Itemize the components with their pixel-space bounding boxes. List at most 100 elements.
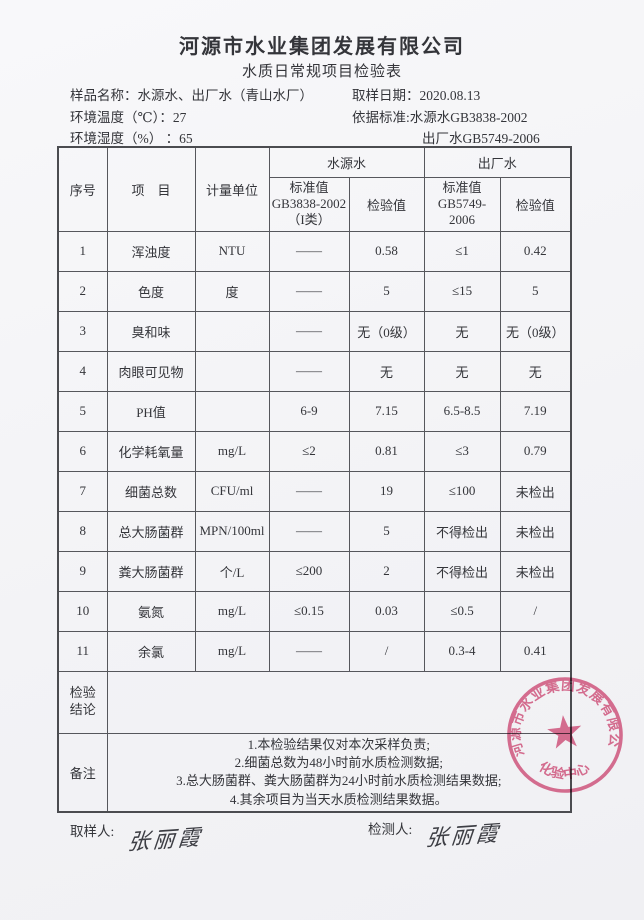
cell-seq: 8 [57,510,108,552]
cell-source-value: 7.15 [348,390,425,432]
cell-unit: mg/L [194,630,270,672]
cell-outlet-std: ≤15 [423,270,501,312]
cell-item: 余氯 [106,630,196,672]
table-row: 11 余氯 mg/L ——/0.3-4 0.41 [57,630,572,672]
cell-source-value: / [348,630,425,672]
sampler-label: 取样人: [70,824,115,839]
standard-basis-source: 依据标准:水源水GB3838-2002 [352,110,528,125]
cell-source-std: —— [268,310,350,352]
cell-unit: mg/L [194,590,270,632]
cell-outlet-std: ≤0.5 [423,590,501,632]
cell-source-std: —— [268,630,350,672]
header-row-sub: 标准值 GB3838-2002 （I类） 检验值 标准值 GB5749-2006… [58,176,572,232]
cell-outlet-value: 未检出 [499,510,572,552]
cell-unit: 度 [194,270,270,312]
cell-unit [194,350,270,392]
cell-outlet-std: ≤1 [423,230,501,272]
cell-unit: CFU/ml [194,470,270,512]
table-row: 6 化学耗氧量 mg/L ≤2 0.81 ≤3 0.79 [57,430,572,472]
col-header-seq: 序号 [57,146,108,232]
cell-source-std: —— [268,350,350,392]
cell-source-std: ≤200 [268,550,350,592]
table-row: 4 肉眼可见物 —— 无无无 [57,350,572,392]
col-group-outlet-water: 出厂水 [423,146,572,178]
cell-unit [194,310,270,352]
cell-item: 氨氮 [106,590,196,632]
cell-source-value: 无（0级） [348,310,425,352]
cell-unit [194,390,270,432]
cell-outlet-value: 0.42 [499,230,572,272]
cell-unit: MPN/100ml [194,510,270,552]
cell-outlet-std: 0.3-4 [423,630,501,672]
remarks-text: 1.本检验结果仅对本次采样负责; 2.细菌总数为48小时前水质检测数据; 3.总… [106,732,572,813]
cell-item: 化学耗氧量 [106,430,196,472]
cell-source-value: 5 [348,270,425,312]
tester-label: 检测人: [368,822,413,837]
cell-outlet-value: / [499,590,572,632]
cell-outlet-std: ≤100 [423,470,501,512]
cell-item: 肉眼可见物 [106,350,196,392]
cell-source-std: —— [268,510,350,552]
company-title: 河源市水业集团发展有限公司 [179,36,465,58]
cell-source-std: —— [268,230,350,272]
header-row-groups: 序号 项 目 计量单位 水源水 出厂水 [57,146,572,232]
cell-item: 细菌总数 [106,470,196,512]
cell-outlet-std: ≤3 [423,430,501,472]
table-row: 2 色度度 —— 5 ≤15 5 [57,270,572,312]
cell-unit: NTU [194,230,270,272]
cell-source-value: 0.03 [348,590,425,632]
cell-outlet-std: 6.5-8.5 [423,390,501,432]
standard-basis-outlet: 出厂水GB5749-2006 [422,131,540,146]
cell-seq: 1 [57,230,108,272]
cell-seq: 6 [57,430,108,472]
table-row: 8 总大肠菌群 MPN/100ml —— 5 不得检出 未检出 [57,510,572,552]
col-header-source-standard: 标准值 GB3838-2002 （I类） [268,176,350,232]
env-temperature: 环境温度（℃）：27 [70,110,187,125]
col-group-source-water: 水源水 [268,146,425,178]
cell-source-std: ≤0.15 [268,590,350,632]
cell-unit: mg/L [194,430,270,472]
cell-source-value: 5 [348,510,425,552]
sampling-date: 取样日期：2020.08.13 [352,88,481,103]
cell-seq: 2 [57,270,108,312]
cell-seq: 3 [57,310,108,352]
cell-source-std: —— [268,270,350,312]
cell-source-std: 6-9 [268,390,350,432]
sampler-signature: 张丽霞 [126,825,204,856]
cell-outlet-value: 0.41 [499,630,572,672]
conclusion-value [106,670,572,734]
cell-outlet-value: 未检出 [499,470,572,512]
cell-outlet-value: 未检出 [499,550,572,592]
cell-unit: 个/L [194,550,270,592]
cell-seq: 11 [57,630,108,672]
cell-source-value: 0.81 [348,430,425,472]
conclusion-label: 检验 结论 [57,670,108,734]
cell-outlet-std: 无 [423,350,501,392]
cell-source-std: —— [268,470,350,512]
cell-seq: 5 [57,390,108,432]
cell-outlet-std: 不得检出 [423,550,501,592]
remarks-row: 备注 1.本检验结果仅对本次采样负责; 2.细菌总数为48小时前水质检测数据; … [57,732,572,813]
cell-outlet-std: 不得检出 [423,510,501,552]
report-title: 水质日常规项目检验表 [241,64,402,80]
col-header-item: 项 目 [106,146,196,232]
cell-item: 臭和味 [106,310,196,352]
table-row: 7 细菌总数 CFU/ml —— 19 ≤100 未检出 [57,470,572,512]
col-header-outlet-standard: 标准值 GB5749-2006 [423,176,501,232]
table-row: 1 浑浊度 NTU —— 0.58 ≤1 0.42 [57,230,572,272]
col-header-source-value: 检验值 [348,176,425,232]
sample-name: 样品名称：水源水、出厂水（青山水厂） [70,88,313,103]
col-header-unit: 计量单位 [194,146,270,232]
table-row: 10 氨氮 mg/L ≤0.15 0.03 ≤0.5/ [57,590,572,632]
table-row: 3 臭和味 —— 无（0级）无无（0级） [57,310,572,352]
cell-source-value: 0.58 [348,230,425,272]
cell-source-value: 无 [348,350,425,392]
cell-outlet-std: 无 [423,310,501,352]
water-quality-table: 序号 项 目 计量单位 水源水 出厂水 标准值 GB3838-2002 （I类）… [57,146,573,814]
conclusion-row: 检验 结论 [57,670,572,734]
table-row: 9 粪大肠菌群 个/L ≤200 2 不得检出 未检出 [57,550,572,592]
cell-item: PH值 [106,390,196,432]
cell-source-value: 19 [348,470,425,512]
cell-source-value: 2 [348,550,425,592]
